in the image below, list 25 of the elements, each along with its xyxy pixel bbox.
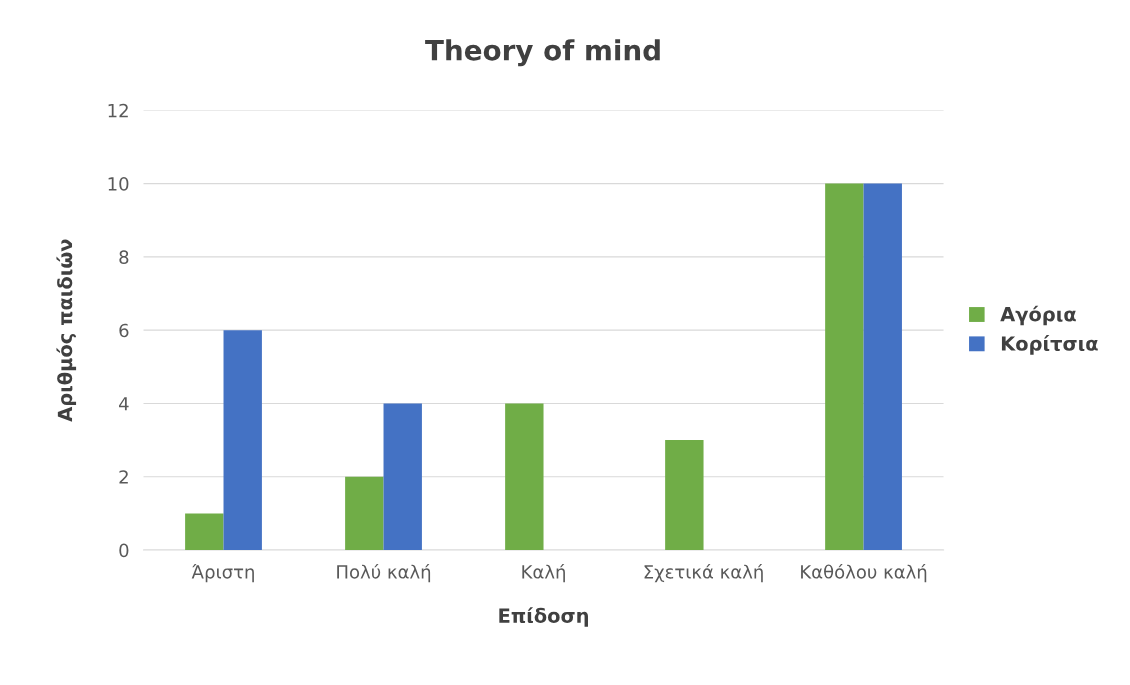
y-tick-label: 10 <box>108 177 129 191</box>
bar <box>185 513 224 551</box>
bar <box>383 403 422 551</box>
legend-label: Κορίτσια <box>1001 335 1098 355</box>
y-tick-label: 2 <box>119 470 128 484</box>
chart-title: Theory of mind <box>425 39 660 67</box>
y-tick-label: 4 <box>119 397 129 411</box>
bar <box>825 183 864 551</box>
x-tick-label: Σχετικά καλή <box>644 563 763 583</box>
bar <box>665 440 704 551</box>
bar <box>505 403 544 551</box>
bar <box>345 476 384 551</box>
x-tick-label: Πολύ καλή <box>337 563 431 583</box>
bar <box>863 183 902 551</box>
y-axis-title: Αριθμός παιδιών <box>56 239 77 422</box>
y-tick-label: 12 <box>108 103 128 118</box>
bar <box>223 330 262 551</box>
y-tick-label: 0 <box>119 543 129 558</box>
legend-label: Αγόρια <box>1000 305 1076 326</box>
y-tick-label: 6 <box>119 323 129 338</box>
x-axis-title: Επίδοση <box>499 607 588 627</box>
x-tick-label: Καλή <box>522 563 565 583</box>
x-tick-label: Άριστη <box>191 563 254 583</box>
x-tick-label: Καθόλου καλή <box>801 563 927 583</box>
y-tick-label: 8 <box>119 250 129 264</box>
